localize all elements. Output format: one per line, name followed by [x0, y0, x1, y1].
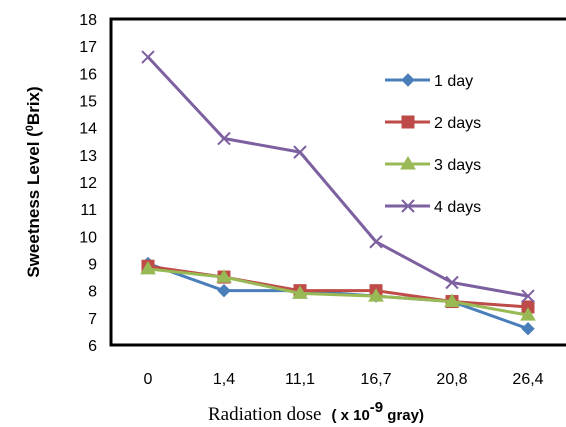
- y-tick-label: 16: [79, 66, 97, 83]
- y-tick-label: 15: [79, 94, 97, 111]
- y-tick-label: 18: [79, 12, 97, 29]
- x-tick-labels: 0 1,4 11,1 16,7 20,8 26,4: [144, 371, 544, 388]
- data-point: [217, 131, 231, 146]
- legend-marker: [401, 115, 415, 129]
- x-tick-label: 1,4: [213, 371, 235, 388]
- y-tick-label: 13: [79, 148, 97, 165]
- y-tick-label: 9: [88, 257, 97, 274]
- x-tick-label: 20,8: [436, 371, 467, 388]
- x-tick-label: 0: [144, 371, 153, 388]
- y-tick-label: 17: [79, 39, 97, 56]
- legend-marker: [401, 199, 415, 213]
- series-layer: [140, 50, 536, 336]
- x-tick-label: 16,7: [360, 371, 391, 388]
- plot-area-frame: [109, 17, 566, 347]
- series-line: [146, 56, 529, 298]
- legend-item: 1 day: [385, 73, 473, 90]
- x-axis-label: Radiation dose ( x 10-9 gray): [208, 399, 424, 426]
- data-point: [444, 293, 460, 308]
- y-tick-label: 10: [79, 229, 97, 246]
- data-point: [520, 307, 536, 321]
- y-tick-label: 12: [79, 175, 97, 192]
- legend-marker: [400, 156, 416, 170]
- legend-item: 3 days: [385, 156, 481, 174]
- legend-label: 2 days: [434, 115, 481, 132]
- y-tick-label: 8: [88, 284, 97, 301]
- y-axis-label: Sweetness Level (0Brix): [24, 86, 43, 277]
- legend-item: 4 days: [385, 199, 481, 216]
- series-4: [141, 50, 535, 303]
- data-point: [292, 285, 308, 299]
- data-point: [445, 275, 459, 290]
- legend-label: 3 days: [434, 157, 481, 174]
- y-tick-label: 6: [88, 338, 97, 355]
- x-tick-label: 26,4: [512, 371, 543, 388]
- data-point: [217, 283, 231, 298]
- y-tick-label: 14: [79, 121, 97, 138]
- data-point: [369, 235, 383, 249]
- series-line: [147, 267, 529, 317]
- data-point: [293, 145, 307, 159]
- legend-item: 2 days: [385, 115, 481, 132]
- series-3: [140, 260, 536, 321]
- data-point: [368, 288, 384, 302]
- y-tick-labels: 6 7 8 9 10 11 12 13 14 15 16 17 18: [79, 12, 97, 355]
- legend: 1 day 2 days 3 days 4 days: [385, 73, 481, 216]
- legend-label: 4 days: [434, 199, 481, 216]
- legend-label: 1 day: [434, 73, 473, 90]
- y-tick-label: 11: [80, 202, 97, 219]
- y-tick-label: 7: [88, 311, 97, 328]
- x-tick-label: 11,1: [285, 371, 315, 388]
- data-point: [521, 321, 535, 336]
- data-point: [216, 269, 232, 283]
- legend-marker: [401, 73, 415, 87]
- data-point: [141, 50, 155, 64]
- data-point: [140, 260, 156, 275]
- data-point: [521, 289, 535, 303]
